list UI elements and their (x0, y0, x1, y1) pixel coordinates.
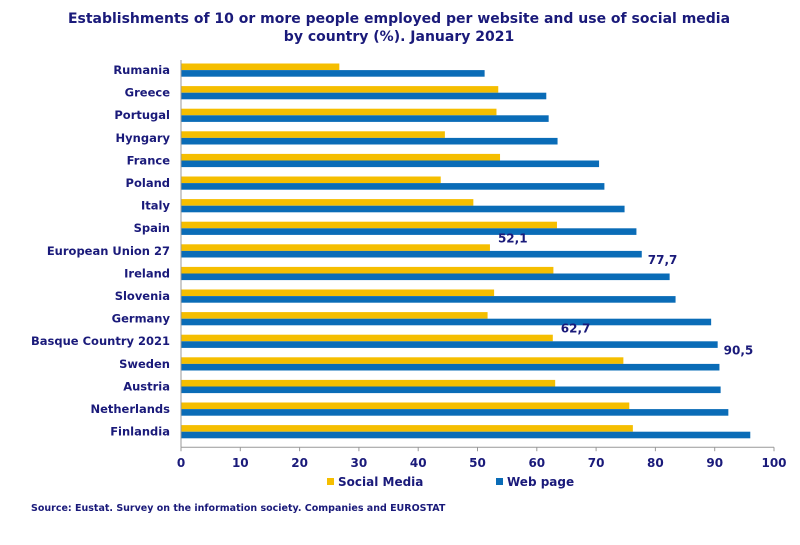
bar-web-page-spain (181, 228, 637, 235)
legend: Social Media Web page (327, 475, 574, 489)
bar-web-page-portugal (181, 115, 549, 122)
legend-web-page-label: Web page (507, 475, 574, 489)
bar-social-media-slovenia (181, 289, 495, 297)
category-label-basque-country-2021: Basque Country 2021 (31, 334, 170, 348)
bar-social-media-portugal (181, 108, 497, 116)
data-label-web-page-european-union-27: 77,7 (648, 253, 678, 267)
x-tick-label-30: 30 (351, 456, 368, 470)
bar-web-page-germany (181, 318, 712, 326)
category-label-hyngary: Hyngary (116, 131, 171, 145)
bar-web-page-italy (181, 205, 625, 213)
category-label-greece: Greece (125, 86, 171, 100)
category-label-rumania: Rumania (113, 63, 170, 77)
category-label-slovenia: Slovenia (115, 289, 170, 303)
x-tick-label-80: 80 (647, 456, 664, 470)
legend-web-page-swatch (496, 478, 503, 485)
bar-social-media-rumania (181, 63, 340, 71)
category-label-finlandia: Finlandia (110, 425, 170, 439)
bar-social-media-finlandia (181, 425, 633, 432)
x-tick-label-10: 10 (232, 456, 249, 470)
bar-social-media-hyngary (181, 131, 445, 138)
data-label-social-media-basque-country-2021: 62,7 (561, 322, 591, 336)
source-note: Source: Eustat. Survey on the informatio… (31, 503, 446, 514)
category-label-poland: Poland (126, 176, 170, 190)
category-labels: Rumania Greece Portugal Hyngary France Poland… (31, 63, 170, 439)
category-label-spain: Spain (134, 221, 170, 235)
chart-title: Establishments of 10 or more people empl… (68, 11, 730, 27)
bar-web-page-france (181, 160, 600, 168)
bar-social-media-ireland (181, 266, 554, 274)
category-label-austria: Austria (123, 379, 170, 393)
data-label-web-page-basque-country-2021: 90,5 (724, 343, 754, 357)
bar-social-media-france (181, 153, 501, 161)
bar-social-media-germany (181, 312, 488, 319)
bar-social-media-greece (181, 86, 499, 93)
category-label-sweden: Sweden (119, 357, 170, 371)
category-label-germany: Germany (112, 312, 171, 326)
bar-web-page-poland (181, 183, 605, 190)
bars-group (181, 63, 751, 439)
data-label-social-media-european-union-27: 52,1 (498, 231, 528, 245)
x-tick-label-100: 100 (761, 456, 786, 470)
x-tick-label-20: 20 (291, 456, 308, 470)
data-labels: 52,1 77,7 62,7 90,5 (498, 231, 753, 357)
bar-social-media-austria (181, 379, 556, 387)
category-label-portugal: Portugal (114, 108, 170, 122)
category-label-france: France (127, 153, 171, 167)
legend-social-media-label: Social Media (338, 475, 423, 489)
x-tick-label-90: 90 (706, 456, 723, 470)
category-label-netherlands: Netherlands (90, 402, 170, 416)
bar-social-media-italy (181, 199, 474, 206)
x-tick-label-50: 50 (469, 456, 486, 470)
legend-social-media-swatch (327, 478, 334, 485)
bar-social-media-netherlands (181, 402, 630, 410)
bar-web-page-hyngary (181, 137, 558, 145)
x-tick-label-70: 70 (588, 456, 605, 470)
bar-web-page-sweden (181, 363, 720, 371)
bar-web-page-ireland (181, 273, 670, 281)
x-tick-label-60: 60 (528, 456, 545, 470)
x-tick-label-40: 40 (410, 456, 427, 470)
bar-social-media-european-union-27 (181, 244, 490, 251)
bar-web-page-greece (181, 92, 547, 100)
bar-social-media-poland (181, 176, 441, 184)
bar-web-page-basque-country-2021 (181, 341, 718, 348)
bar-web-page-netherlands (181, 409, 729, 416)
category-label-european-union-27: European Union 27 (47, 244, 170, 258)
chart-subtitle: by country (%). January 2021 (284, 29, 514, 45)
bar-web-page-slovenia (181, 296, 676, 303)
x-tick-label-0: 0 (177, 456, 185, 470)
category-label-italy: Italy (141, 199, 170, 213)
x-axis: 0 10 20 30 40 50 60 70 80 90 100 (177, 60, 787, 470)
bar-social-media-sweden (181, 357, 624, 364)
bar-web-page-european-union-27 (181, 250, 642, 258)
bar-social-media-basque-country-2021 (181, 334, 553, 342)
bar-social-media-spain (181, 221, 557, 229)
bar-web-page-rumania (181, 70, 485, 77)
bar-web-page-finlandia (181, 431, 751, 439)
bar-web-page-austria (181, 386, 721, 394)
category-label-ireland: Ireland (124, 266, 170, 280)
